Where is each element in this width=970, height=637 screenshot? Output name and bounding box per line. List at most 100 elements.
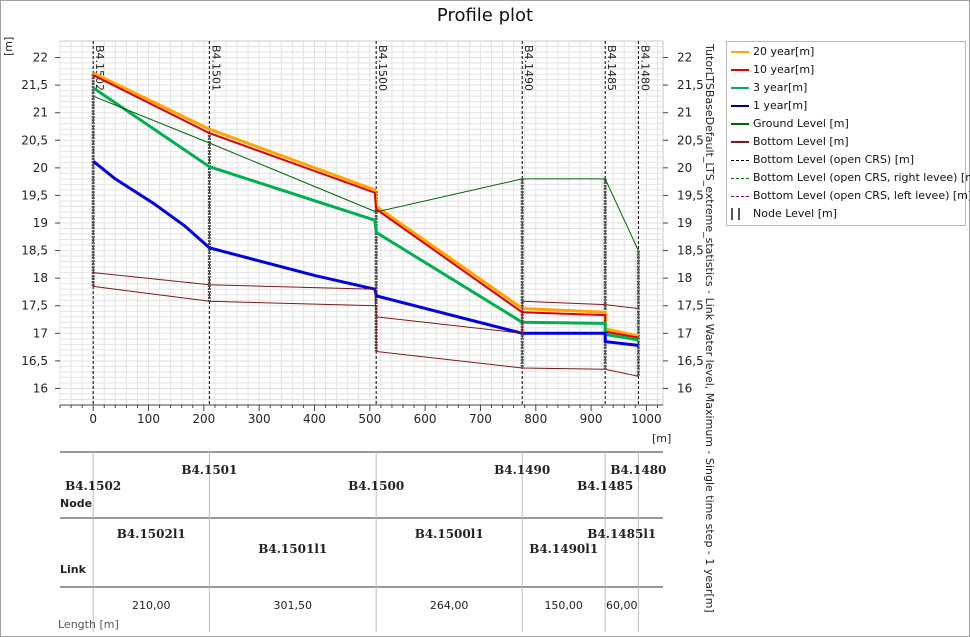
legend-item: Bottom Level (open CRS, left levee) [m] [731,189,970,205]
node-line-label: B4.1480 [638,45,651,91]
link-label: B4.1502l1 [117,527,186,541]
node-label: B4.1500 [348,479,404,493]
axes: 0 100 200 300 400 500 600 700 800 900 1000 16 16 16,5… [21,51,703,426]
legend-swatch [731,177,749,179]
y-tick-label-left: 16,5 [21,354,48,368]
y-tick-label-right: 16 [677,381,692,395]
legend-swatch [731,159,749,161]
series-line [93,272,639,334]
y-tick-label-right: 18 [677,271,692,285]
x-tick-label: 600 [414,412,437,426]
legend-label: Bottom Level [m] [753,135,849,148]
y-tick-label-right: 20,5 [677,133,704,147]
legend-label: 10 year[m] [753,63,815,76]
node-label: B4.1502 [65,479,121,493]
legend-label: Ground Level [m] [753,117,849,130]
series-line [92,86,639,342]
link-label: B4.1490l1 [529,542,598,556]
node-line-label: B4.1490 [522,45,535,91]
y-tick-label-left: 18 [33,271,48,285]
series-line [92,160,639,347]
node-level-icon [731,208,745,220]
legend-item: Node Level [m] [731,207,837,223]
x-tick-label: 400 [303,412,326,426]
y-tick-label-left: 21,5 [21,78,48,92]
link-section-title: Link [60,563,86,576]
y-tick-label-left: 22 [33,51,48,65]
legend-swatch [731,123,749,125]
node-line-label: B4.1501 [209,45,222,91]
chart-title: Profile plot [436,5,534,26]
length-label: 60,00 [606,599,638,612]
legend-swatch [731,87,749,89]
legend-swatch [731,51,749,53]
x-tick-label: 900 [580,412,603,426]
legend-swatch [731,105,749,107]
legend-item: Ground Level [m] [731,117,849,133]
y-tick-label-left: 19 [33,216,48,230]
y-tick-label-right: 22 [677,51,692,65]
legend-item: 3 year[m] [731,81,807,97]
y-tick-label-left: 20,5 [21,133,48,147]
length-label: 301,50 [274,599,313,612]
legend-item: Bottom Level (open CRS, right levee) [m] [731,171,970,187]
x-tick-label: 500 [358,412,381,426]
length-label: 150,00 [544,599,583,612]
y-tick-label-left: 19,5 [21,188,48,202]
y-tick-label-left: 17,5 [21,299,48,313]
legend-item: Bottom Level [m] [731,135,849,151]
x-tick-label: 800 [524,412,547,426]
length-label: 264,00 [430,599,469,612]
legend-label: 20 year[m] [753,45,815,58]
y-tick-label-left: 17 [33,326,48,340]
y-tick-label-right: 17 [677,326,692,340]
legend-item: 1 year[m] [731,99,807,115]
legend-swatch [731,141,749,143]
link-label: B4.1500l1 [415,527,484,541]
x-tick-label: 100 [137,412,160,426]
legend-swatch [731,69,749,71]
legend-label: Bottom Level (open CRS, right levee) [m] [753,171,970,184]
series-line [93,95,639,251]
x-tick-label: 700 [469,412,492,426]
node-line-label: B4.1502 [93,45,106,91]
node-label: B4.1480 [610,463,666,477]
legend: 20 year[m] 10 year[m] 3 year[m] 1 year[m] Gr… [726,41,970,226]
link-label: B4.1501l1 [258,542,327,556]
y-tick-label-right: 21,5 [677,78,704,92]
node-label: B4.1501 [181,463,237,477]
bottom-panel: B4.1502 B4.1501 B4.1500 B4.1490 B4.1485 B4.14… [60,451,666,632]
legend-label: 1 year[m] [753,99,808,112]
link-label: B4.1485l1 [587,527,656,541]
length-label: 210,00 [132,599,171,612]
x-tick-label: 0 [89,412,97,426]
x-tick-label: 1000 [631,412,662,426]
y-tick-label-right: 17,5 [677,299,704,313]
series-line [93,285,639,377]
node-label: B4.1490 [494,463,550,477]
y-tick-label-right: 19,5 [677,188,704,202]
right-axis-label: TutorLTSBaseDefault_LTS_extreme_statisti… [703,43,716,613]
y-tick-label-right: 20 [677,161,692,175]
node-label: B4.1485 [577,479,633,493]
length-section-title: Length [m] [58,618,119,631]
y-tick-label-left: 20 [33,161,48,175]
y-tick-label-right: 19 [677,216,692,230]
legend-swatch [731,195,749,197]
x-tick-label: 200 [192,412,215,426]
x-axis-unit: [m] [652,432,671,445]
y-tick-label-left: 18,5 [21,244,48,258]
node-line-label: B4.1485 [605,45,618,91]
y-tick-label-left: 21 [33,106,48,120]
legend-item: 20 year[m] [731,45,814,61]
x-tick-label: 300 [248,412,271,426]
legend-label: Node Level [m] [753,207,838,220]
node-line-label: B4.1500 [376,45,389,91]
legend-label: Bottom Level (open CRS, left levee) [m] [753,189,970,202]
legend-item: 10 year[m] [731,63,814,79]
legend-item: Bottom Level (open CRS) [m] [731,153,914,169]
legend-label: Bottom Level (open CRS) [m] [753,153,915,166]
series-group [92,71,639,377]
y-tick-label-right: 21 [677,106,692,120]
